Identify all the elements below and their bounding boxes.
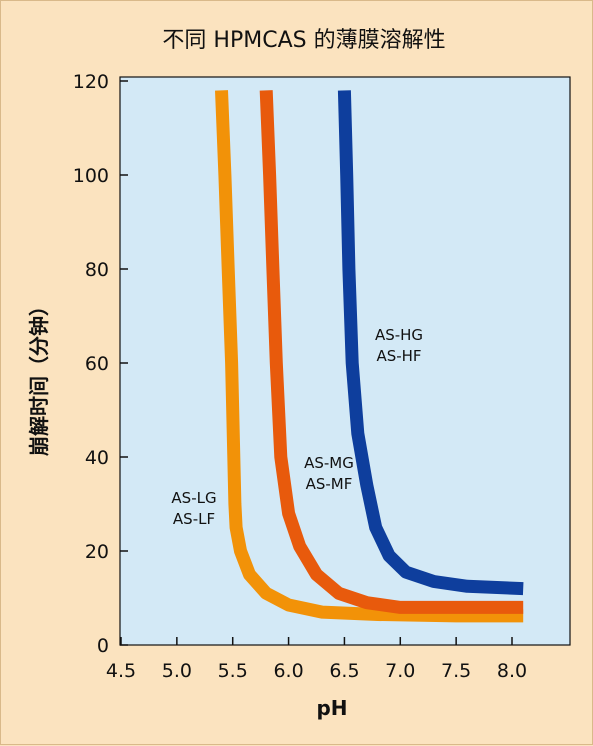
annotation-label: AS-MF — [306, 475, 353, 493]
annotation-label: AS-LF — [173, 510, 215, 528]
y-tick-label: 100 — [73, 165, 109, 187]
x-tick-label: 8.0 — [497, 660, 527, 682]
x-axis-title: pH — [316, 696, 347, 720]
y-tick-label: 0 — [97, 635, 109, 657]
x-tick-label: 5.0 — [162, 660, 192, 682]
annotations: AS-LG AS-LF AS-MG AS-MF AS-HG AS-HF — [171, 326, 423, 528]
series-line-2 — [337, 90, 524, 596]
chart-title: 不同 HPMCAS 的薄膜溶解性 — [162, 28, 445, 53]
x-tick-label: 7.5 — [441, 660, 471, 682]
annotation-label: AS-MG — [304, 454, 354, 472]
y-tick-label: 120 — [73, 71, 109, 93]
series-layer — [215, 90, 524, 623]
x-tick-label: 6.5 — [329, 660, 359, 682]
series-line-1 — [259, 90, 524, 614]
annotation-label: AS-HG — [375, 326, 423, 344]
series-line-0 — [215, 90, 524, 623]
y-tick-label: 80 — [85, 259, 109, 281]
y-tick-label: 60 — [85, 353, 109, 375]
y-tick-label: 40 — [85, 447, 109, 469]
annotation-label: AS-LG — [171, 489, 216, 507]
x-tick-label: 4.5 — [106, 660, 136, 682]
y-axis-title: 崩解时间（分钟） — [27, 296, 51, 456]
axis-layer — [120, 80, 513, 646]
x-tick-label: 5.5 — [218, 660, 248, 682]
annotation-label: AS-HF — [376, 347, 421, 365]
x-tick-label: 7.0 — [385, 660, 415, 682]
x-tick-label: 6.0 — [273, 660, 303, 682]
tick-labels: 4.5 5.0 5.5 6.0 6.5 7.0 7.5 8.0 0 20 40 60 80 100 120 — [73, 71, 527, 682]
y-tick-label: 20 — [85, 541, 109, 563]
